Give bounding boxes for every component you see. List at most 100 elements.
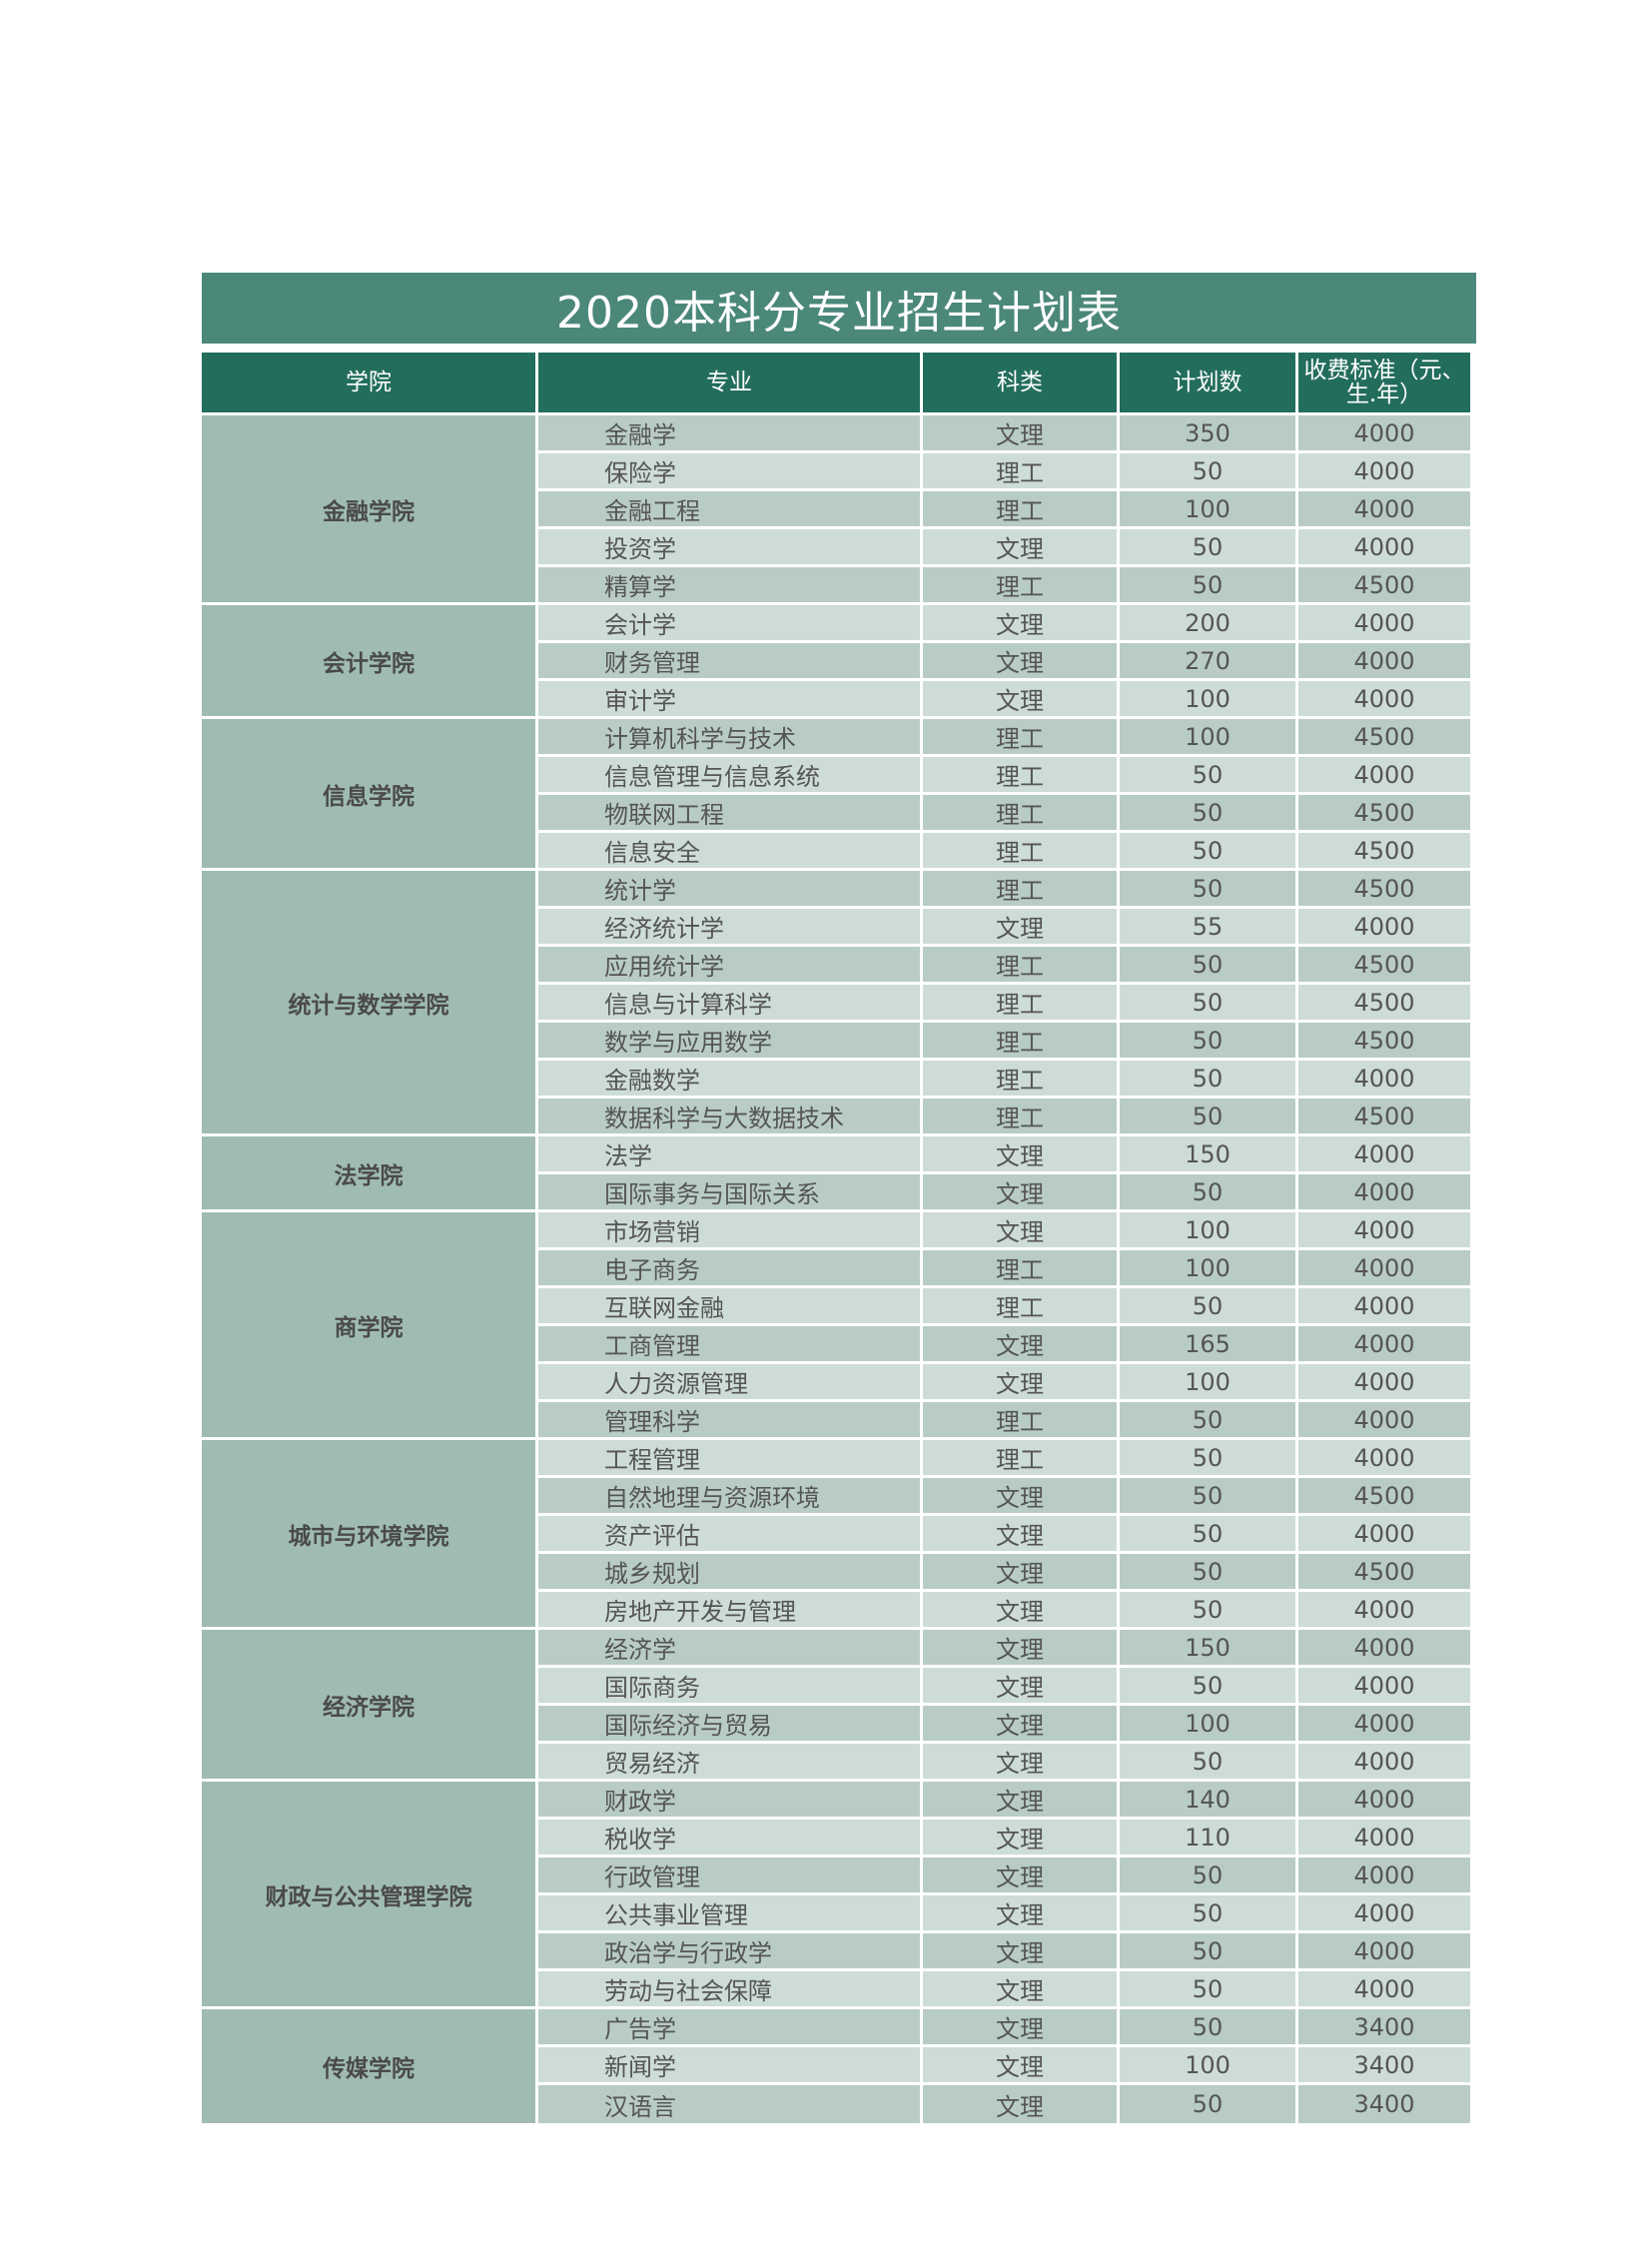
table-row: 房地产开发与管理 文理 50 4000: [202, 1592, 1470, 1627]
college-cell: 金融学院: [202, 415, 535, 602]
category-cell: 文理: [923, 415, 1117, 450]
major-cell: 国际事务与国际关系: [538, 1174, 920, 1209]
fee-cell: 4000: [1298, 1326, 1470, 1361]
category-cell: 理工: [923, 1288, 1117, 1323]
page-title: 2020本科分专业招生计划表: [202, 273, 1476, 344]
plan-count-cell: 110: [1120, 1820, 1295, 1855]
plan-count-cell: 50: [1120, 1478, 1295, 1513]
fee-cell: 4500: [1298, 1099, 1470, 1133]
major-cell: 行政管理: [538, 1858, 920, 1892]
fee-cell: 4000: [1298, 1516, 1470, 1551]
fee-cell: 4000: [1298, 681, 1470, 716]
table-row: 信息安全 理工 50 4500: [202, 833, 1470, 868]
college-cell: 财政与公共管理学院: [202, 1782, 535, 2006]
fee-cell: 4000: [1298, 1212, 1470, 1247]
table-row: 贸易经济 文理 50 4000: [202, 1744, 1470, 1779]
fee-cell: 4500: [1298, 795, 1470, 830]
major-cell: 投资学: [538, 529, 920, 564]
table-row: 公共事业管理 文理 50 4000: [202, 1895, 1470, 1930]
plan-count-cell: 100: [1120, 1250, 1295, 1285]
fee-cell: 4000: [1298, 909, 1470, 944]
fee-cell: 4500: [1298, 1478, 1470, 1513]
plan-count-cell: 50: [1120, 1440, 1295, 1475]
major-cell: 劳动与社会保障: [538, 1971, 920, 2006]
major-cell: 金融工程: [538, 491, 920, 526]
category-cell: 理工: [923, 1023, 1117, 1058]
category-cell: 文理: [923, 1516, 1117, 1551]
major-cell: 自然地理与资源环境: [538, 1478, 920, 1513]
category-cell: 理工: [923, 757, 1117, 792]
table-row: 国际经济与贸易 文理 100 4000: [202, 1706, 1470, 1741]
table-row: 电子商务 理工 100 4000: [202, 1250, 1470, 1285]
table-row: 城乡规划 文理 50 4500: [202, 1554, 1470, 1589]
college-cell: 城市与环境学院: [202, 1440, 535, 1627]
fee-cell: 4000: [1298, 1895, 1470, 1930]
table-row: 信息与计算科学 理工 50 4500: [202, 985, 1470, 1020]
major-cell: 经济统计学: [538, 909, 920, 944]
category-cell: 理工: [923, 1402, 1117, 1437]
table-header-row: 学院 专业 科类 计划数 收费标准（元、生.年）: [202, 353, 1470, 412]
fee-cell: 4000: [1298, 1858, 1470, 1892]
plan-count-cell: 50: [1120, 985, 1295, 1020]
category-cell: 理工: [923, 985, 1117, 1020]
category-cell: 理工: [923, 795, 1117, 830]
major-cell: 信息安全: [538, 833, 920, 868]
header-plan-count: 计划数: [1120, 353, 1295, 412]
fee-cell: 4000: [1298, 605, 1470, 640]
plan-count-cell: 50: [1120, 453, 1295, 488]
major-cell: 管理科学: [538, 1402, 920, 1437]
fee-cell: 4000: [1298, 1592, 1470, 1627]
table-row: 财务管理 文理 270 4000: [202, 643, 1470, 678]
category-cell: 文理: [923, 909, 1117, 944]
plan-count-cell: 50: [1120, 1554, 1295, 1589]
table-row: 国际事务与国际关系 文理 50 4000: [202, 1174, 1470, 1209]
table-row: 汉语言 文理 50 3400: [202, 2085, 1470, 2123]
category-cell: 文理: [923, 1478, 1117, 1513]
table-row: 工商管理 文理 165 4000: [202, 1326, 1470, 1361]
table-row: 传媒学院 广告学 文理 50 3400: [202, 2009, 1470, 2123]
plan-count-cell: 50: [1120, 567, 1295, 602]
plan-count-cell: 50: [1120, 1895, 1295, 1930]
fee-cell: 4000: [1298, 491, 1470, 526]
major-cell: 人力资源管理: [538, 1364, 920, 1399]
table-row: 资产评估 文理 50 4000: [202, 1516, 1470, 1551]
major-cell: 法学: [538, 1136, 920, 1171]
major-cell: 应用统计学: [538, 947, 920, 982]
plan-count-cell: 50: [1120, 1023, 1295, 1058]
category-cell: 理工: [923, 453, 1117, 488]
fee-cell: 4500: [1298, 567, 1470, 602]
fee-cell: 4000: [1298, 1250, 1470, 1285]
fee-cell: 4000: [1298, 1630, 1470, 1665]
major-cell: 国际经济与贸易: [538, 1706, 920, 1741]
category-cell: 理工: [923, 947, 1117, 982]
plan-count-cell: 50: [1120, 833, 1295, 868]
category-cell: 文理: [923, 1782, 1117, 1817]
plan-count-cell: 100: [1120, 1212, 1295, 1247]
plan-count-cell: 200: [1120, 605, 1295, 640]
college-cell: 统计与数学学院: [202, 871, 535, 1133]
table-row: 金融数学 理工 50 4000: [202, 1061, 1470, 1096]
major-cell: 审计学: [538, 681, 920, 716]
major-cell: 保险学: [538, 453, 920, 488]
fee-cell: 4000: [1298, 1364, 1470, 1399]
category-cell: 文理: [923, 529, 1117, 564]
fee-cell: 3400: [1298, 2009, 1470, 2044]
table-row: 互联网金融 理工 50 4000: [202, 1288, 1470, 1323]
table-row: 财政与公共管理学院 财政学 文理 140 4000: [202, 1782, 1470, 2006]
major-cell: 经济学: [538, 1630, 920, 1665]
fee-cell: 4000: [1298, 529, 1470, 564]
category-cell: 理工: [923, 567, 1117, 602]
fee-cell: 4000: [1298, 1136, 1470, 1171]
header-category: 科类: [923, 353, 1117, 412]
category-cell: 文理: [923, 605, 1117, 640]
category-cell: 文理: [923, 1174, 1117, 1209]
fee-cell: 4000: [1298, 1174, 1470, 1209]
category-cell: 文理: [923, 1364, 1117, 1399]
table-row: 统计与数学学院 统计学 理工 50 4500: [202, 871, 1470, 1133]
major-cell: 物联网工程: [538, 795, 920, 830]
category-cell: 文理: [923, 1971, 1117, 2006]
fee-cell: 4000: [1298, 1288, 1470, 1323]
major-cell: 会计学: [538, 605, 920, 640]
table-row: 城市与环境学院 工程管理 理工 50 4000: [202, 1440, 1470, 1627]
table-row: 投资学 文理 50 4000: [202, 529, 1470, 564]
